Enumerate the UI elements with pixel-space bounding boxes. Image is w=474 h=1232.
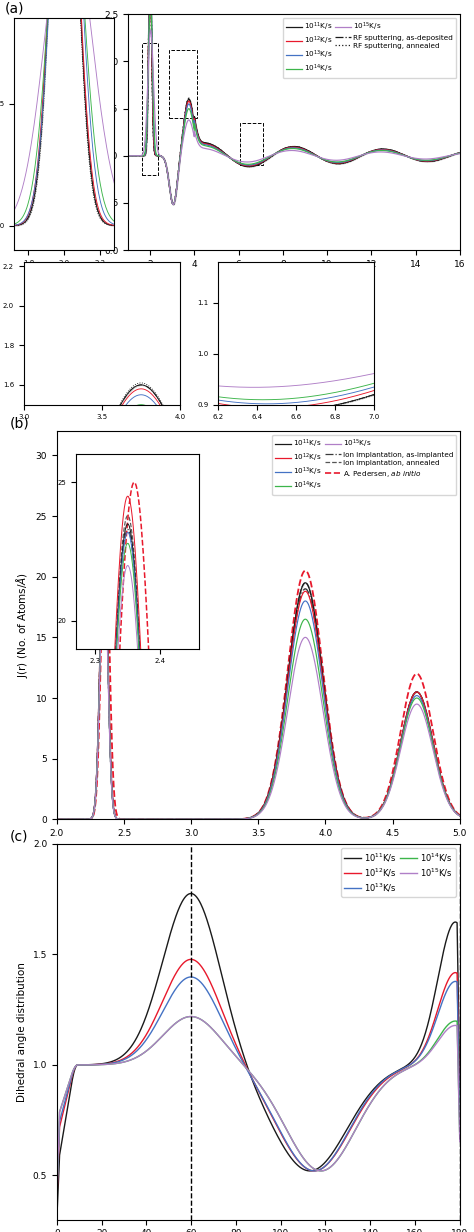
Y-axis label: Dihedral angle distribution: Dihedral angle distribution — [17, 962, 27, 1101]
X-axis label: q (Angstrom$^{-1}$): q (Angstrom$^{-1}$) — [254, 275, 334, 291]
Legend: $10^{11}$K/s, $10^{12}$K/s, $10^{13}$K/s, $10^{14}$K/s, $10^{15}$K/s, RF sputter: $10^{11}$K/s, $10^{12}$K/s, $10^{13}$K/s… — [283, 18, 456, 79]
Legend: $10^{11}$K/s, $10^{12}$K/s, $10^{13}$K/s, $10^{14}$K/s, $10^{15}$K/s, Ion implan: $10^{11}$K/s, $10^{12}$K/s, $10^{13}$K/s… — [273, 435, 456, 495]
Legend: $10^{11}$K/s, $10^{12}$K/s, $10^{13}$K/s, $10^{14}$K/s, $10^{15}$K/s: $10^{11}$K/s, $10^{12}$K/s, $10^{13}$K/s… — [341, 848, 456, 897]
Y-axis label: S(q): S(q) — [88, 121, 98, 144]
Text: (a): (a) — [5, 1, 24, 15]
Bar — [91, 504, 123, 614]
Text: (c): (c) — [9, 829, 28, 843]
Bar — [240, 123, 263, 165]
X-axis label: r ($\AA$): r ($\AA$) — [246, 844, 271, 859]
Text: (b): (b) — [9, 416, 29, 430]
Y-axis label: J(r) (No. of Atoms/$\AA$): J(r) (No. of Atoms/$\AA$) — [14, 572, 30, 679]
Bar — [169, 51, 197, 118]
Bar — [142, 43, 158, 175]
